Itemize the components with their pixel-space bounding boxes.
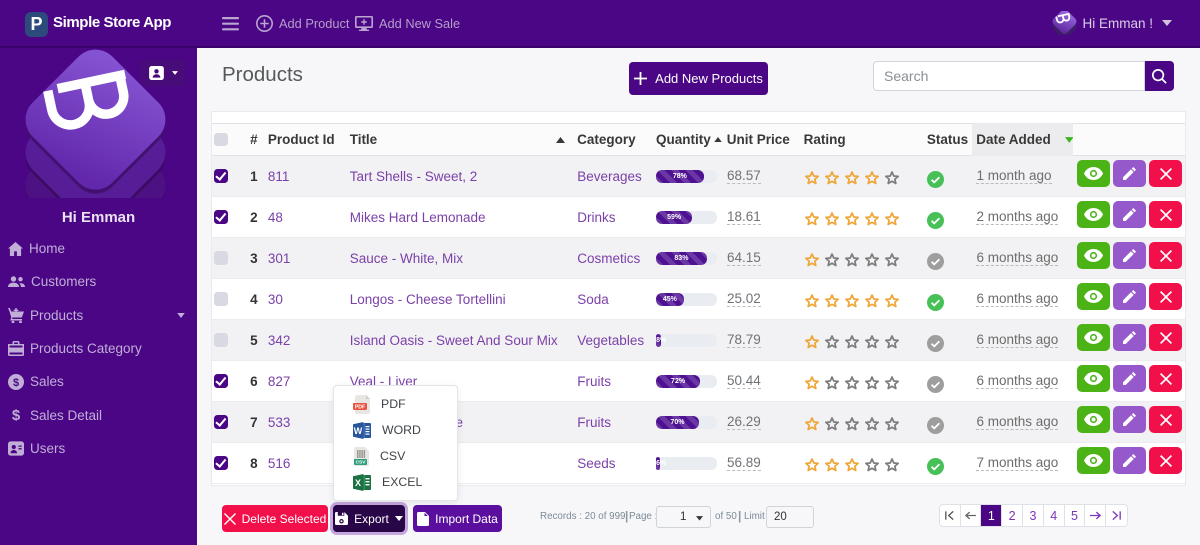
svg-text:W: W xyxy=(354,426,363,436)
svg-text:$: $ xyxy=(12,407,21,423)
svg-text:PDF: PDF xyxy=(355,404,365,410)
svg-text:CSV: CSV xyxy=(356,459,367,465)
svg-text:$: $ xyxy=(13,377,19,389)
svg-text:X: X xyxy=(355,478,361,488)
